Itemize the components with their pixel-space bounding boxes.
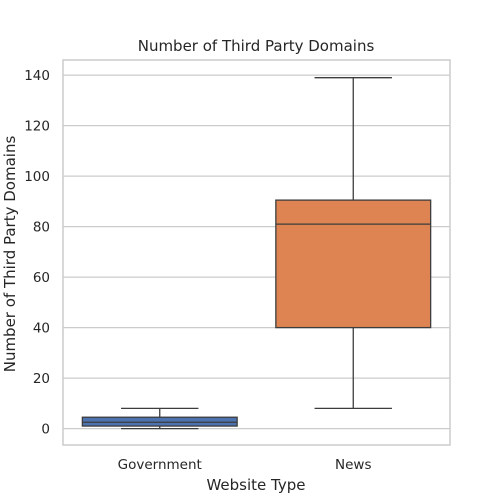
chart-title: Number of Third Party Domains xyxy=(138,37,375,55)
y-tick-label: 140 xyxy=(24,68,50,84)
y-tick-label: 0 xyxy=(41,422,50,438)
y-tick-label: 40 xyxy=(33,321,50,337)
x-axis-label: Website Type xyxy=(206,476,305,494)
x-tick-label: News xyxy=(335,457,371,473)
y-tick-label: 60 xyxy=(33,270,50,286)
y-tick-label: 80 xyxy=(33,220,50,236)
grid-lines xyxy=(63,74,450,430)
y-tick-label: 120 xyxy=(24,119,50,135)
x-tick-labels: Government News xyxy=(118,457,372,473)
box-news xyxy=(275,77,432,410)
boxes-group xyxy=(81,77,432,430)
y-axis-label: Number of Third Party Domains xyxy=(1,136,19,373)
x-tick-label: Government xyxy=(118,457,202,473)
y-tick-label: 100 xyxy=(24,169,50,185)
plot-frame xyxy=(62,59,451,446)
y-tick-label: 20 xyxy=(33,371,50,387)
y-tick-labels: 0 20 40 60 80 100 120 140 xyxy=(24,68,50,437)
iqr-box xyxy=(275,199,432,329)
box-government xyxy=(81,407,238,430)
